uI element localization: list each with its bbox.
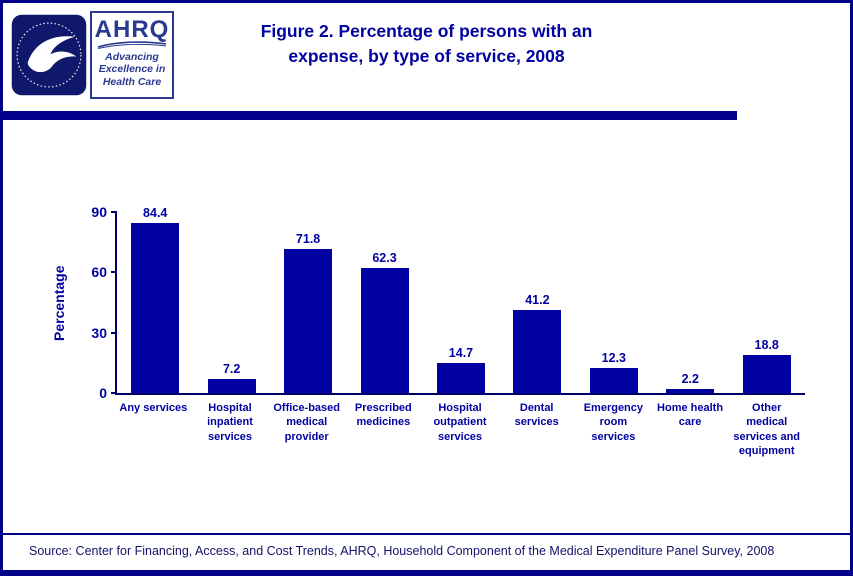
y-tick-mark: [111, 331, 117, 334]
bar: [513, 310, 562, 393]
bar-group: 2.2: [652, 372, 728, 393]
y-tick-mark: [111, 271, 117, 274]
category-label: Hospital inpatient services: [207, 402, 253, 443]
header-divider-bar: [3, 111, 737, 120]
header: AHRQ Advancing Excellence in Health Care…: [3, 3, 850, 103]
bar-value-label: 2.2: [681, 371, 699, 386]
bar: [589, 368, 638, 393]
bar-value-label: 71.8: [295, 231, 321, 246]
category-label: Dental services: [514, 402, 559, 429]
ahrq-swoosh-icon: [97, 41, 167, 49]
ahrq-logo-text: AHRQ: [94, 16, 170, 43]
bar-group: 7.2: [193, 362, 269, 393]
y-axis-title: Percentage: [51, 265, 67, 342]
bar: [666, 388, 715, 393]
ahrq-tagline-line: Excellence in: [98, 63, 166, 76]
figure-title-line: expense, by type of service, 2008: [288, 45, 565, 66]
bar-group: 18.8: [729, 338, 805, 393]
ahrq-logo: AHRQ Advancing Excellence in Health Care: [90, 11, 174, 99]
footer: Source: Center for Financing, Access, an…: [3, 533, 850, 570]
figure-title: Figure 2. Percentage of persons with an …: [3, 3, 850, 68]
y-tick-mark: [111, 211, 117, 213]
category-label: Home health care: [657, 402, 724, 429]
bar: [284, 248, 333, 393]
ahrq-tagline: Advancing Excellence in Health Care: [99, 51, 166, 88]
bar-group: 41.2: [499, 293, 575, 393]
category-label: Prescribed medicines: [354, 402, 412, 429]
ahrq-tagline-line: Health Care: [102, 75, 162, 88]
category-label: Hospital outpatient services: [433, 402, 487, 443]
source-text: Source: Center for Financing, Access, an…: [29, 544, 775, 558]
ahrq-tagline-line: Advancing: [105, 51, 159, 63]
logo-block: AHRQ Advancing Excellence in Health Care: [11, 11, 174, 99]
bar-value-label: 84.4: [143, 206, 168, 221]
bar-value-label: 7.2: [222, 361, 241, 376]
bar-value-label: 18.8: [754, 338, 779, 353]
category-label: Emergency room services: [583, 402, 644, 443]
plot-column: 0 30 60 90 84.4 7.2 71.8 62.3 14.7 41.2 12.3 2.2 18.…: [91, 204, 805, 458]
bar-group: 14.7: [423, 346, 499, 393]
y-tick-label: 0: [99, 385, 107, 401]
category-label: Any services: [119, 402, 188, 414]
bar: [207, 378, 256, 393]
bar-value-label: 41.2: [525, 293, 550, 308]
bar: [131, 223, 180, 393]
y-tick-label: 30: [91, 324, 107, 341]
x-axis-labels: Any services Hospital inpatient services O…: [115, 401, 805, 458]
bar-group: 62.3: [346, 251, 422, 393]
bar-value-label: 14.7: [448, 346, 474, 361]
bar-group: 84.4: [117, 206, 193, 393]
bar: [742, 355, 791, 393]
bar-chart: Percentage 0 30 60 90 84.4 7.2 71.8 62.3 14.7 41.…: [51, 204, 805, 458]
y-tick-mark: [111, 392, 117, 394]
category-label: Other medical services and equipment: [733, 402, 801, 457]
bar: [360, 267, 409, 393]
bar-value-label: 62.3: [372, 250, 397, 265]
y-tick-label: 90: [91, 204, 107, 220]
bar-group: 71.8: [270, 232, 346, 393]
bar: [436, 363, 485, 393]
bar-group: 12.3: [576, 351, 652, 393]
figure-title-line: Figure 2. Percentage of persons with an: [260, 21, 593, 41]
category-label: Office-based medical provider: [273, 402, 340, 443]
plot-area: 0 30 60 90 84.4 7.2 71.8 62.3 14.7 41.2 12.3 2.2 18.…: [91, 204, 805, 401]
bar-value-label: 12.3: [601, 351, 627, 366]
hhs-seal-icon: [11, 14, 87, 96]
y-tick-label: 60: [91, 264, 107, 281]
